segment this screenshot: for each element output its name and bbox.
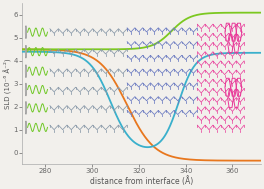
Circle shape <box>25 121 27 134</box>
Circle shape <box>25 65 27 78</box>
Y-axis label: SLD (10⁻⁶ Å⁻²): SLD (10⁻⁶ Å⁻²) <box>3 58 12 109</box>
Circle shape <box>25 26 27 39</box>
X-axis label: distance from interface (Å): distance from interface (Å) <box>89 176 193 186</box>
Circle shape <box>25 83 27 96</box>
Circle shape <box>25 45 27 58</box>
Circle shape <box>25 101 27 114</box>
